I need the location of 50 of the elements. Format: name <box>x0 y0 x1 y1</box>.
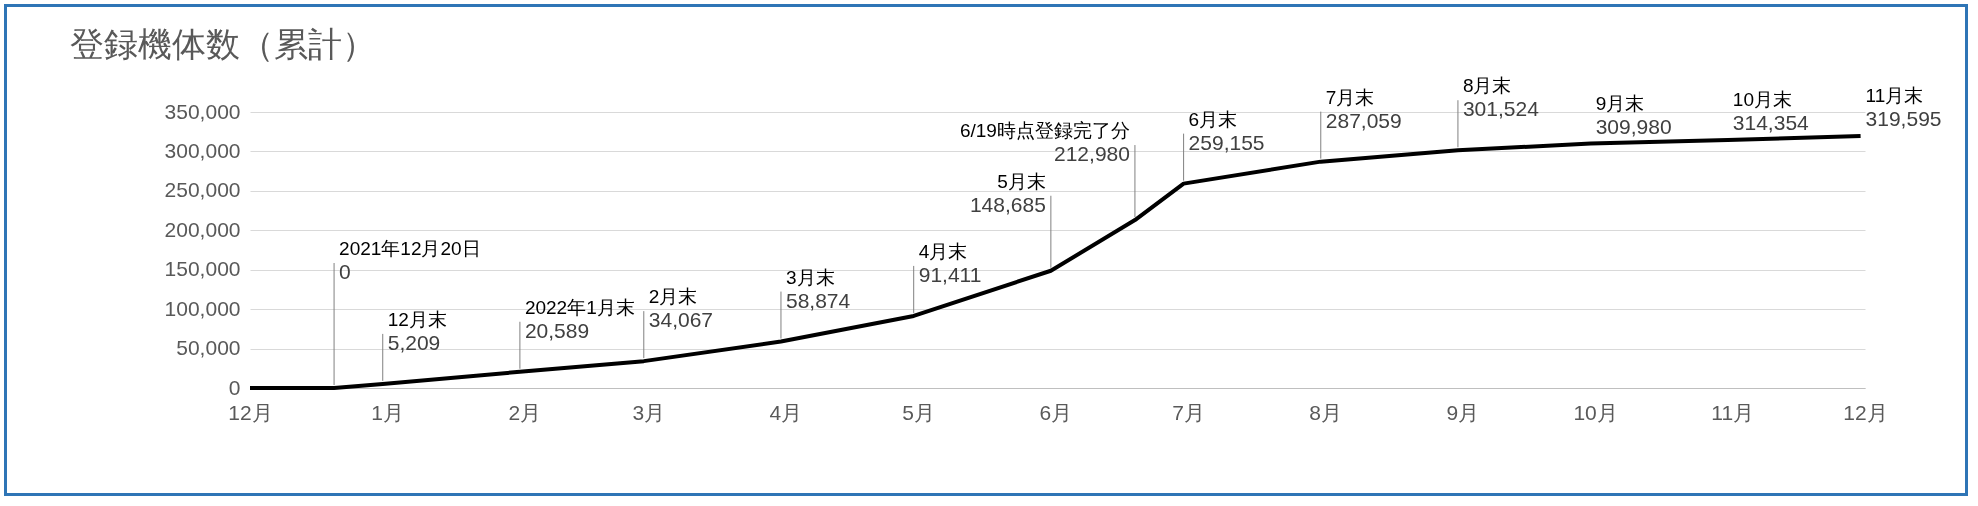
x-tick-label: 11月 <box>1711 400 1755 424</box>
x-tick-label: 1月 <box>371 400 405 424</box>
chart-title: 登録機体数（累計） <box>70 24 376 65</box>
x-tick-label: 2月 <box>508 400 542 424</box>
data-label: 212,980 <box>1054 142 1130 166</box>
annotation: 4月末 <box>918 240 968 262</box>
y-tick-label: 50,000 <box>176 336 241 360</box>
y-tick-label: 200,000 <box>164 217 241 241</box>
x-tick-label: 6月 <box>1039 400 1073 424</box>
annotation: 6/19時点登録完了分 <box>959 120 1130 142</box>
annotation: 12月末 <box>387 308 447 330</box>
data-label: 319,595 <box>1865 106 1942 130</box>
data-label: 287,059 <box>1325 108 1402 132</box>
annotation: 6月末 <box>1188 108 1238 130</box>
data-label: 301,524 <box>1462 97 1540 121</box>
data-label: 91,411 <box>918 262 982 286</box>
annotation: 11月末 <box>1865 84 1924 106</box>
y-tick-label: 150,000 <box>164 257 241 281</box>
data-label: 34,067 <box>648 308 714 332</box>
data-label: 0 <box>339 260 351 283</box>
annotation: 2022年1月末 <box>524 296 635 318</box>
annotation: 2月末 <box>648 286 698 308</box>
x-tick-label: 9月 <box>1446 400 1480 424</box>
data-label: 309,980 <box>1595 114 1672 138</box>
y-tick-label: 100,000 <box>164 296 241 320</box>
annotation: 5月末 <box>997 170 1046 192</box>
data-label: 148,685 <box>969 192 1046 216</box>
data-label: 58,874 <box>785 288 851 312</box>
annotation: 7月末 <box>1325 86 1375 108</box>
x-tick-label: 12月 <box>228 400 273 424</box>
y-tick-label: 300,000 <box>164 138 241 162</box>
data-label: 5,209 <box>387 330 441 354</box>
x-tick-label: 7月 <box>1172 400 1205 424</box>
annotation: 10月末 <box>1732 89 1792 111</box>
y-tick-label: 0 <box>228 375 241 399</box>
annotation: 8月末 <box>1462 75 1512 97</box>
x-tick-label: 4月 <box>769 400 803 424</box>
annotation: 3月末 <box>785 266 835 288</box>
data-label: 314,354 <box>1732 111 1810 135</box>
annotation: 9月末 <box>1595 92 1645 114</box>
x-tick-label: 3月 <box>632 400 666 424</box>
annotation: 2021年12月20日 <box>339 238 481 259</box>
x-tick-label: 10月 <box>1573 400 1618 424</box>
y-tick-label: 250,000 <box>164 178 241 202</box>
x-tick-label: 5月 <box>902 400 935 424</box>
data-label: 20,589 <box>524 318 590 342</box>
data-label: 259,155 <box>1188 130 1265 154</box>
y-tick-label: 350,000 <box>164 99 241 123</box>
x-tick-label: 8月 <box>1309 400 1343 424</box>
x-tick-label: 12月 <box>1843 400 1888 424</box>
